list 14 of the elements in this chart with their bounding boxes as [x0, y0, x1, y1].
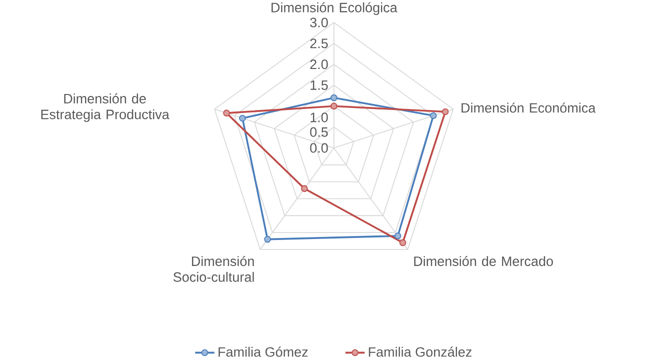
legend-label: Familia Gómez	[218, 346, 308, 357]
y-tick-label: 1.0	[310, 112, 328, 122]
spoke-label: Dimensión Socio-cultural	[173, 256, 254, 282]
legend-label: Familia González	[368, 346, 472, 357]
y-tick-label: 0.5	[310, 127, 328, 137]
y-tick-label: 3.0	[310, 18, 328, 28]
spoke-label: Dimensión Ecológica	[272, 2, 398, 15]
y-tick-label: 1.5	[310, 80, 328, 90]
spoke-label: Dimensión de Mercado	[414, 256, 553, 266]
spoke-label: Dimensión Económica	[462, 102, 596, 113]
y-tick-label: 2.0	[310, 59, 328, 70]
y-tick-label: 2.5	[310, 38, 328, 48]
spoke-label: Dimensión de Estrategia Productiva	[41, 93, 170, 122]
y-tick-label: 0.0	[310, 143, 328, 153]
